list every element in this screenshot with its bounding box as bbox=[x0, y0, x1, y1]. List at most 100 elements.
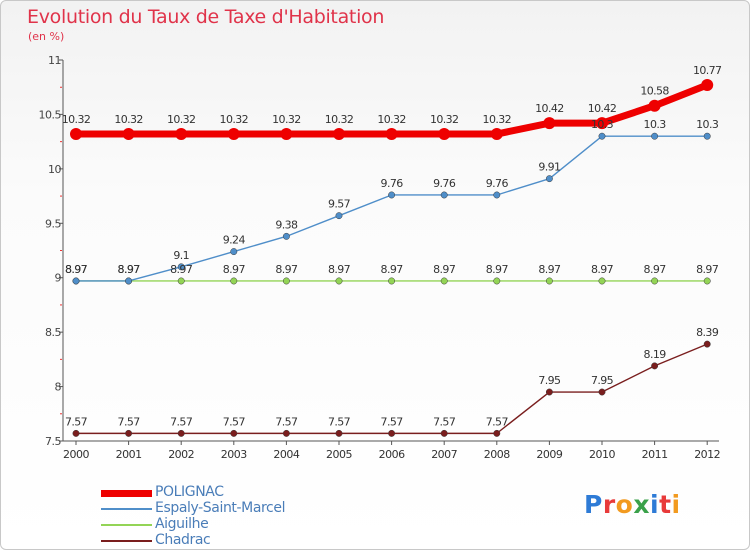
legend-swatch-chadrac bbox=[101, 540, 152, 542]
aiguilhe-point bbox=[335, 277, 343, 285]
polignac-data-label: 10.32 bbox=[62, 113, 91, 126]
espaly-saint-marcel-point bbox=[598, 132, 606, 140]
polignac-data-label: 10.32 bbox=[114, 113, 143, 126]
proxiti-logo: Proxiti bbox=[584, 490, 681, 519]
aiguilhe-data-label: 8.97 bbox=[65, 263, 88, 276]
aiguilhe-data-label: 8.97 bbox=[170, 263, 193, 276]
logo-letter: t bbox=[659, 490, 672, 519]
espaly-saint-marcel-data-label: 8.97 bbox=[65, 263, 88, 276]
polignac-data-label: 10.32 bbox=[167, 113, 196, 126]
y-tick-label: 8.5 bbox=[45, 326, 61, 339]
y-tick-label: 10 bbox=[48, 163, 61, 176]
chadrac-point bbox=[72, 429, 80, 437]
chadrac-data-label: 7.95 bbox=[591, 374, 614, 387]
legend-swatch-espaly-saint-marcel bbox=[101, 508, 152, 510]
espaly-saint-marcel-point bbox=[230, 248, 238, 256]
polignac-point bbox=[385, 128, 398, 141]
polignac-point bbox=[701, 79, 714, 92]
logo-letter: P bbox=[584, 490, 603, 519]
chadrac-data-label: 8.39 bbox=[696, 326, 719, 339]
aiguilhe-point bbox=[177, 277, 185, 285]
espaly-saint-marcel-line bbox=[75, 135, 708, 282]
polignac-point bbox=[122, 128, 135, 141]
chadrac-data-label: 7.57 bbox=[433, 415, 456, 428]
x-tick-label: 2011 bbox=[642, 448, 668, 461]
chadrac-point bbox=[651, 362, 659, 370]
chadrac-point bbox=[335, 429, 343, 437]
chadrac-point bbox=[545, 388, 553, 396]
logo-letter: i bbox=[650, 490, 660, 519]
x-tick-label: 2002 bbox=[168, 448, 194, 461]
polignac-point bbox=[280, 128, 293, 141]
legend-label-chadrac: Chadrac bbox=[155, 532, 211, 548]
espaly-saint-marcel-data-label: 10.3 bbox=[696, 118, 719, 131]
chadrac-data-label: 7.57 bbox=[328, 415, 351, 428]
aiguilhe-data-label: 8.97 bbox=[381, 263, 404, 276]
aiguilhe-data-label: 8.97 bbox=[223, 263, 246, 276]
chadrac-point bbox=[493, 429, 501, 437]
espaly-saint-marcel-point bbox=[440, 191, 448, 199]
espaly-saint-marcel-point bbox=[125, 277, 133, 285]
polignac-point bbox=[227, 128, 240, 141]
espaly-saint-marcel-data-label: 9.24 bbox=[223, 234, 246, 247]
espaly-saint-marcel-data-label: 9.76 bbox=[381, 177, 404, 190]
espaly-saint-marcel-point bbox=[335, 212, 343, 220]
legend-label-aiguilhe: Aiguilhe bbox=[155, 516, 209, 532]
aiguilhe-data-label: 8.97 bbox=[486, 263, 509, 276]
espaly-saint-marcel-point bbox=[177, 263, 185, 271]
logo-letter: x bbox=[633, 490, 650, 519]
aiguilhe-point bbox=[598, 277, 606, 285]
logo-letter: r bbox=[602, 490, 616, 519]
aiguilhe-point bbox=[388, 277, 396, 285]
chadrac-data-label: 7.57 bbox=[275, 415, 298, 428]
chadrac-point bbox=[388, 429, 396, 437]
espaly-saint-marcel-point bbox=[388, 191, 396, 199]
aiguilhe-data-label: 8.97 bbox=[118, 263, 141, 276]
legend-label-espaly-saint-marcel: Espaly-Saint-Marcel bbox=[155, 500, 286, 516]
polignac-point bbox=[70, 128, 82, 141]
aiguilhe-data-label: 8.97 bbox=[328, 263, 351, 276]
chadrac-point bbox=[177, 429, 185, 437]
espaly-saint-marcel-data-label: 9.76 bbox=[486, 177, 509, 190]
polignac-point bbox=[438, 128, 451, 141]
aiguilhe-point bbox=[651, 277, 659, 285]
aiguilhe-point bbox=[230, 277, 238, 285]
chadrac-point bbox=[230, 429, 238, 437]
logo-letter: i bbox=[671, 490, 681, 519]
polignac-point bbox=[333, 128, 345, 141]
legend-swatch-polignac bbox=[101, 490, 152, 497]
espaly-saint-marcel-data-label: 10.3 bbox=[644, 118, 667, 131]
x-tick-label: 2005 bbox=[326, 448, 352, 461]
chadrac-data-label: 8.19 bbox=[644, 348, 667, 361]
chadrac-point bbox=[703, 340, 711, 348]
aiguilhe-data-label: 8.97 bbox=[275, 263, 298, 276]
y-tick-label: 9.5 bbox=[45, 217, 61, 230]
y-tick-label: 11 bbox=[48, 54, 61, 67]
x-tick-label: 2001 bbox=[116, 448, 142, 461]
chadrac-data-label: 7.57 bbox=[170, 415, 193, 428]
chart-subtitle: (en %) bbox=[28, 30, 65, 43]
espaly-saint-marcel-data-label: 9.91 bbox=[538, 161, 560, 174]
espaly-saint-marcel-point bbox=[651, 132, 659, 140]
espaly-saint-marcel-point bbox=[282, 232, 290, 240]
y-tick-label: 10.5 bbox=[39, 108, 62, 121]
x-tick-label: 2009 bbox=[536, 448, 562, 461]
polignac-data-label: 10.32 bbox=[483, 113, 512, 126]
espaly-saint-marcel-data-label: 9.38 bbox=[275, 218, 298, 231]
x-tick-label: 2007 bbox=[431, 448, 457, 461]
polignac-data-label: 10.32 bbox=[377, 113, 406, 126]
polignac-data-label: 10.42 bbox=[588, 102, 617, 115]
aiguilhe-data-label: 8.97 bbox=[696, 263, 719, 276]
polignac-point bbox=[543, 117, 556, 130]
chadrac-data-label: 7.57 bbox=[486, 415, 509, 428]
aiguilhe-data-label: 8.97 bbox=[538, 263, 561, 276]
chadrac-point bbox=[125, 429, 133, 437]
polignac-data-label: 10.42 bbox=[535, 102, 564, 115]
aiguilhe-data-label: 8.97 bbox=[644, 263, 667, 276]
legend-label-polignac: POLIGNAC bbox=[155, 484, 224, 500]
chadrac-point bbox=[440, 429, 448, 437]
legend-swatch-aiguilhe bbox=[101, 524, 152, 526]
x-tick-label: 2008 bbox=[484, 448, 510, 461]
espaly-saint-marcel-data-label: 8.97 bbox=[118, 263, 141, 276]
